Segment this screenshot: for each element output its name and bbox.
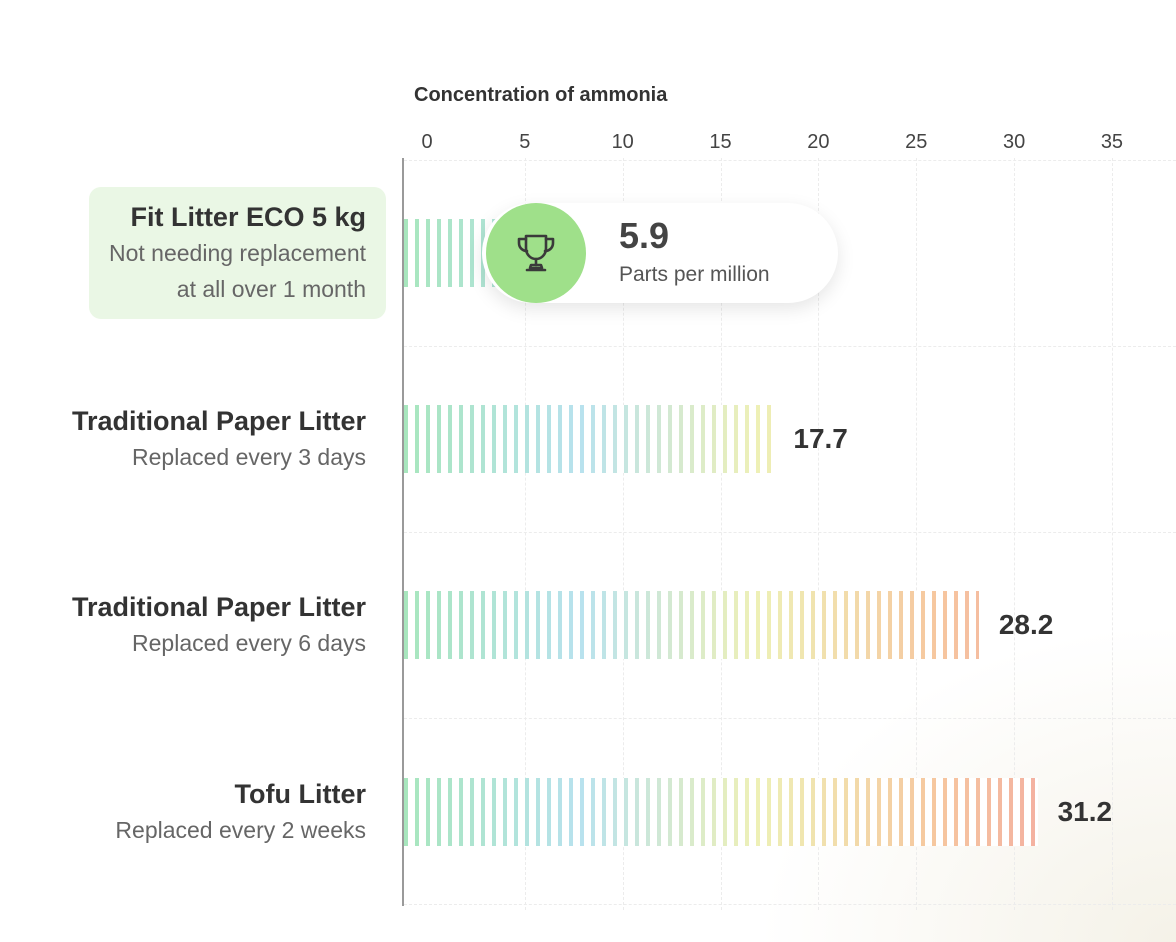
x-tick-label: 35 [1100, 131, 1124, 153]
x-tick-label: 0 [421, 131, 433, 153]
y-axis-line [402, 158, 404, 906]
gridline-vertical [1014, 158, 1016, 910]
row-description: Replaced every 2 weeks [115, 817, 366, 843]
gridline-vertical [524, 158, 526, 910]
value-label: 17.7 [793, 423, 848, 454]
bar [404, 405, 774, 473]
bar-stripes [404, 591, 979, 659]
row-name: Traditional Paper Litter [71, 592, 366, 622]
row-description: Replaced every 6 days [132, 630, 366, 656]
row-label-highlighted: Fit Litter ECO 5 kg Not needing replaceme… [89, 187, 386, 319]
bar-stripes [404, 778, 1038, 846]
callout-unit: Parts per million [619, 263, 770, 286]
row-label: Traditional Paper Litter Replaced every 3… [72, 403, 366, 475]
row-description: Replaced every 3 days [132, 444, 366, 470]
gridline-vertical [720, 158, 722, 910]
gridline-vertical [916, 158, 918, 910]
callout-value: 5.9 [619, 215, 670, 256]
row-name: Fit Litter ECO 5 kg [130, 202, 366, 232]
x-tick-label: 15 [709, 131, 732, 153]
bar [404, 591, 979, 659]
trophy-badge [486, 203, 586, 303]
trophy-icon [517, 234, 555, 272]
value-label: 31.2 [1057, 796, 1113, 827]
axis-title: Concentration of ammonia [414, 84, 668, 106]
row-name: Traditional Paper Litter [71, 406, 366, 436]
bar [404, 778, 1038, 846]
x-tick-label: 20 [807, 131, 830, 153]
row-name: Tofu Litter [234, 779, 366, 809]
row-label: Tofu Litter Replaced every 2 weeks [115, 776, 366, 848]
gridline-vertical [1111, 158, 1113, 910]
winner-callout: 5.9 Parts per million [482, 203, 838, 303]
value-label: 28.2 [998, 609, 1054, 640]
row-label: Traditional Paper Litter Replaced every 6… [72, 589, 366, 661]
gridline-horizontal [404, 904, 1176, 905]
x-tick-label: 5 [519, 131, 531, 153]
x-tick-label: 10 [611, 131, 634, 153]
gridline-horizontal [404, 346, 1176, 347]
gridline-horizontal [404, 718, 1176, 719]
gridline-horizontal [404, 160, 1176, 161]
x-tick-label: 30 [1002, 131, 1026, 153]
row-description: Not needing replacement at all over 1 mo… [109, 240, 366, 302]
gridline-vertical [622, 158, 624, 910]
x-tick-label: 25 [905, 131, 928, 153]
gridline-vertical [818, 158, 820, 910]
gridline-horizontal [404, 532, 1176, 533]
bar-stripes [404, 405, 774, 473]
